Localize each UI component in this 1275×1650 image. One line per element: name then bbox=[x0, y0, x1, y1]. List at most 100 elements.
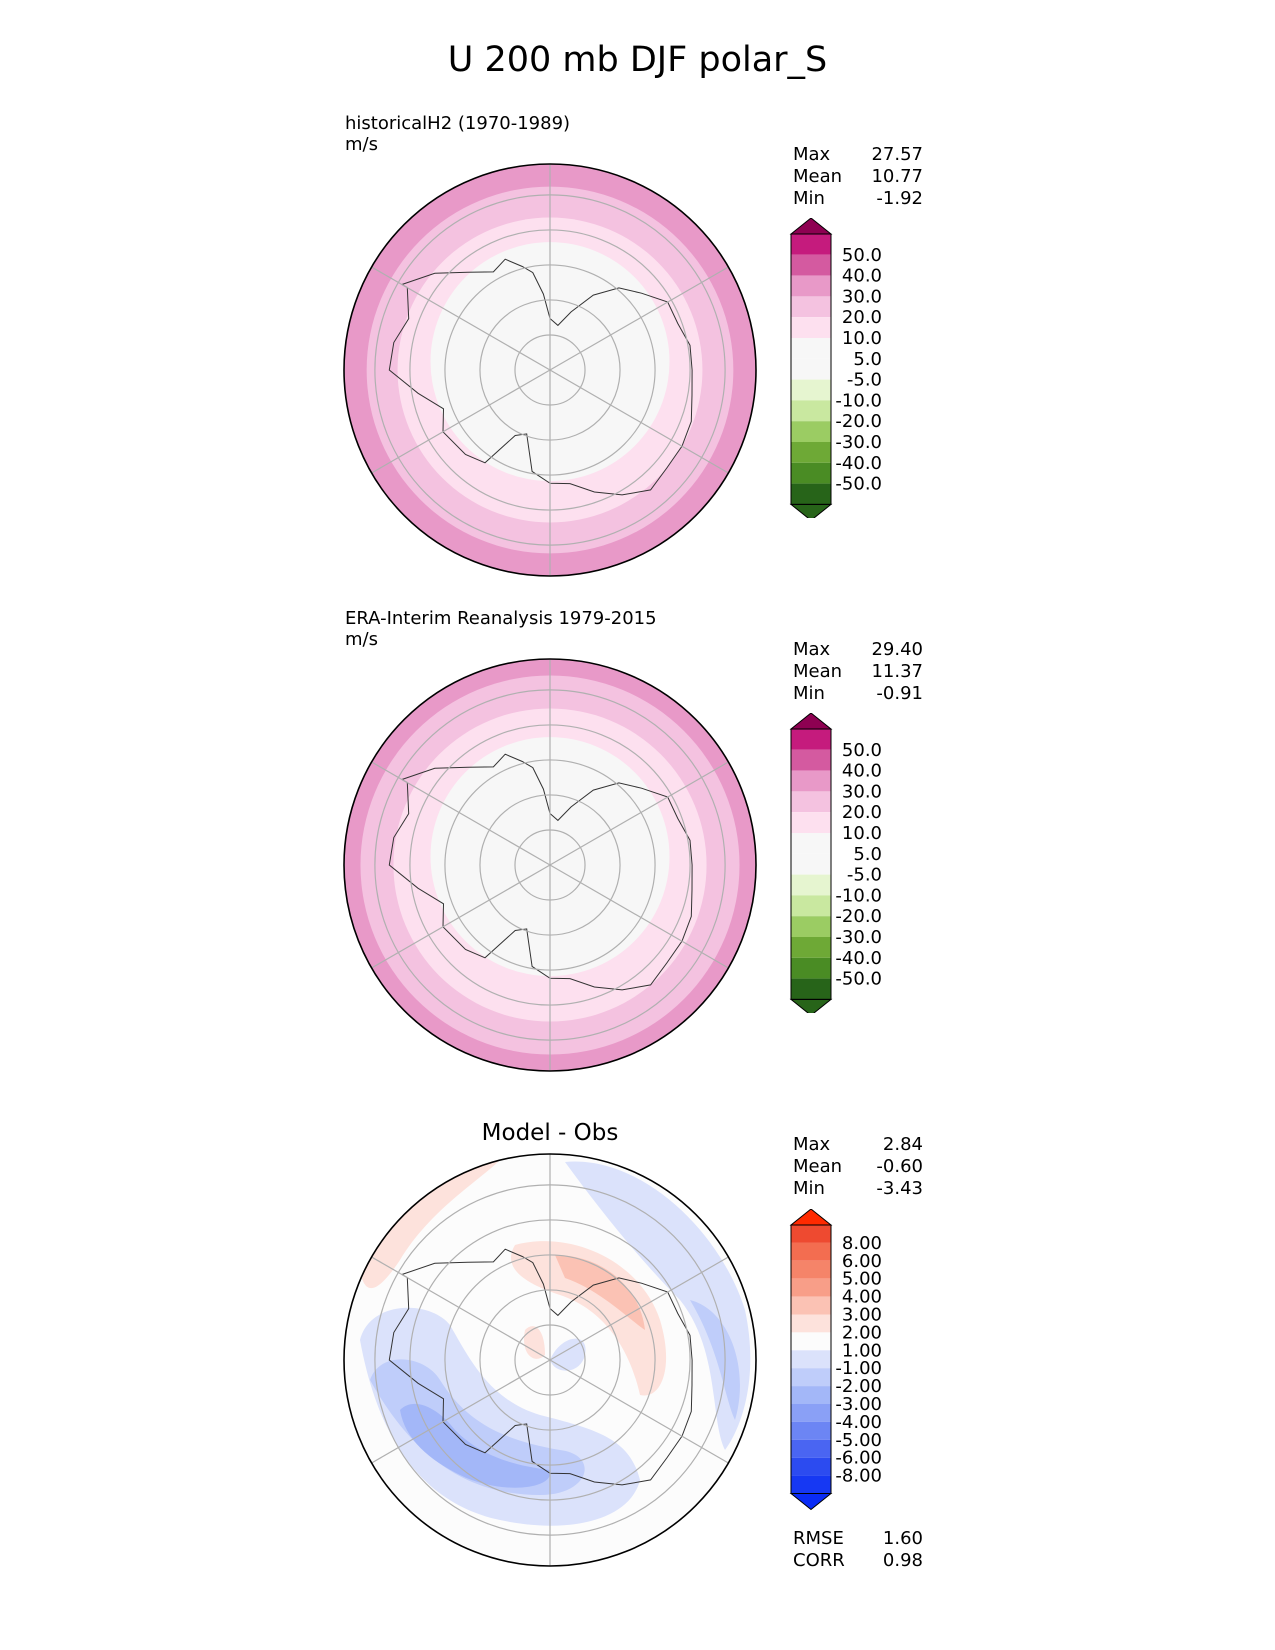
map-boundary bbox=[343, 163, 757, 577]
coastline bbox=[388, 753, 693, 991]
colorbar-segment bbox=[791, 1404, 831, 1422]
panel1-case: historicalH2 (1970-1989) bbox=[345, 113, 571, 134]
panel1-min: -1.92 bbox=[876, 188, 923, 209]
colorbar-tick-label: 10.0 bbox=[842, 328, 882, 349]
panel1-max: 27.57 bbox=[871, 144, 923, 165]
colorbar-segment bbox=[791, 421, 831, 442]
negative-anomaly-6 bbox=[550, 1338, 586, 1371]
colorbar-segment bbox=[791, 1332, 831, 1351]
colorbar-tick-label: 20.0 bbox=[842, 802, 882, 823]
meridian-line bbox=[549, 369, 729, 474]
meridian-line bbox=[371, 369, 551, 474]
panel2-min: -0.91 bbox=[876, 683, 923, 704]
colorbar-segment bbox=[791, 234, 831, 255]
colorbar-tick-label: -10.0 bbox=[835, 390, 882, 411]
colorbar-segment bbox=[791, 770, 831, 792]
colorbar-tick-label: 6.00 bbox=[842, 1251, 882, 1272]
positive-anomaly-2 bbox=[555, 1255, 645, 1330]
colorbar-segment bbox=[791, 895, 831, 917]
panel2-max: 29.40 bbox=[871, 639, 923, 660]
panel2-mean-label: Mean bbox=[793, 661, 843, 682]
meridian-line bbox=[549, 266, 729, 371]
colorbar-bottom-extension bbox=[789, 998, 833, 1013]
colorbar-tick-label: 5.00 bbox=[842, 1269, 882, 1290]
colorbar-segment bbox=[791, 358, 831, 380]
panel3-mean: -0.60 bbox=[876, 1156, 923, 1177]
panel3-max: 2.84 bbox=[882, 1134, 923, 1155]
colorbar-tick-label: 40.0 bbox=[842, 266, 882, 287]
colorbar-segment bbox=[791, 812, 831, 833]
panel1-stats: Max 27.57 Mean 10.77 Min -1.92 bbox=[793, 144, 923, 210]
colorbar-tick-label: 30.0 bbox=[842, 286, 882, 307]
colorbar-bottom-extension bbox=[789, 1493, 833, 1511]
colorbar-segment bbox=[791, 749, 831, 771]
corr-value: 0.98 bbox=[882, 1550, 923, 1571]
colorbar-tick-label: -2.00 bbox=[835, 1376, 882, 1397]
panel3-stats: Max 2.84 Mean -0.60 Min -3.43 bbox=[793, 1134, 923, 1200]
coastline bbox=[388, 1248, 693, 1486]
panel3-min: -3.43 bbox=[876, 1178, 923, 1199]
colorbar-tick-label: 2.00 bbox=[842, 1322, 882, 1343]
meridian-line bbox=[371, 864, 551, 969]
colorbar-segment bbox=[791, 874, 831, 896]
panel3-max-label: Max bbox=[793, 1134, 831, 1155]
colorbar-tick-label: 5.0 bbox=[853, 349, 882, 370]
colorbar-segment bbox=[791, 916, 831, 937]
colorbar-tick-label: -10.0 bbox=[835, 885, 882, 906]
colorbar-segment bbox=[791, 317, 831, 338]
panel2-min-label: Min bbox=[793, 683, 825, 704]
colorbar-bottom-extension bbox=[789, 503, 833, 518]
colorbar-segment bbox=[791, 254, 831, 276]
meridian-line bbox=[549, 761, 729, 866]
colorbar-tick-label: 40.0 bbox=[842, 761, 882, 782]
colorbar-segment bbox=[791, 379, 831, 401]
panel3-title: Model - Obs bbox=[481, 1120, 619, 1146]
colorbar-top-extension bbox=[789, 218, 833, 235]
colorbar-tick-label: -40.0 bbox=[835, 453, 882, 474]
colorbar-segment bbox=[791, 1314, 831, 1333]
panel1-mean: 10.77 bbox=[871, 166, 923, 187]
meridian-line bbox=[549, 1256, 729, 1361]
panel2-mean: 11.37 bbox=[871, 661, 923, 682]
colorbar-segment bbox=[791, 462, 831, 484]
colorbar-segment bbox=[791, 1475, 831, 1494]
colorbar-top-extension bbox=[789, 713, 833, 730]
colorbar-tick-label: -30.0 bbox=[835, 432, 882, 453]
colorbar-segment bbox=[791, 833, 831, 854]
colorbar-segment bbox=[791, 400, 831, 422]
meridian-line bbox=[549, 864, 729, 969]
colorbar-tick-label: -6.00 bbox=[835, 1448, 882, 1469]
colorbar-tick-label: -30.0 bbox=[835, 927, 882, 948]
panel3-metrics: RMSE 1.60 CORR 0.98 bbox=[793, 1528, 923, 1572]
colorbar-segment bbox=[791, 791, 831, 813]
panel2-max-label: Max bbox=[793, 639, 831, 660]
rmse-value: 1.60 bbox=[882, 1528, 923, 1549]
colorbar-segment bbox=[791, 1439, 831, 1458]
panel1-max-label: Max bbox=[793, 144, 831, 165]
colorbar-tick-label: -50.0 bbox=[835, 474, 882, 495]
gridlines bbox=[371, 1154, 729, 1566]
colorbar-segment bbox=[791, 978, 831, 1000]
panel1-map bbox=[343, 163, 757, 577]
colorbar-segment bbox=[791, 853, 831, 875]
corr-label: CORR bbox=[793, 1550, 845, 1571]
negative-anomaly-2 bbox=[370, 1359, 585, 1495]
colorbar-frame bbox=[790, 233, 832, 505]
colorbar-segment bbox=[791, 1296, 831, 1315]
panel1-min-label: Min bbox=[793, 188, 825, 209]
meridian-line bbox=[371, 761, 551, 866]
colorbar-segment bbox=[791, 1242, 831, 1261]
colorbar-segment bbox=[791, 296, 831, 318]
meridian-line bbox=[371, 266, 551, 371]
panel3-min-label: Min bbox=[793, 1178, 825, 1199]
colorbar-tick-label: -20.0 bbox=[835, 411, 882, 432]
panel2-colorbar: 50.040.030.020.010.05.0-5.0-10.0-20.0-30… bbox=[789, 713, 882, 1013]
colorbar-tick-label: -40.0 bbox=[835, 948, 882, 969]
colorbar-tick-label: -1.00 bbox=[835, 1358, 882, 1379]
colorbar-top-extension bbox=[789, 1209, 833, 1226]
colorbar-tick-label: 20.0 bbox=[842, 307, 882, 328]
panel3-colorbar: 8.006.005.004.003.002.001.00-1.00-2.00-3… bbox=[789, 1209, 882, 1511]
colorbar-tick-label: 8.00 bbox=[842, 1233, 882, 1254]
map-boundary bbox=[343, 1153, 757, 1567]
colorbar-segment bbox=[791, 1225, 831, 1243]
